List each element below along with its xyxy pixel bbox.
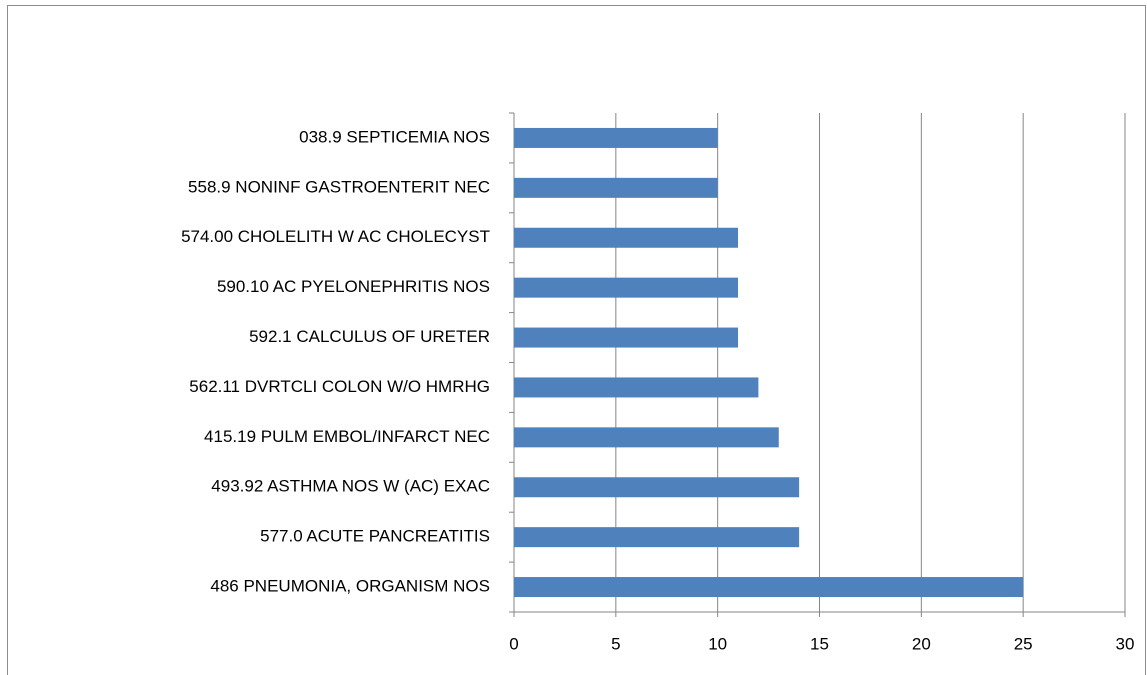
y-tick-label: 415.19 PULM EMBOL/INFARCT NEC bbox=[204, 427, 490, 446]
bar bbox=[514, 377, 759, 398]
x-tick-label: 10 bbox=[708, 634, 727, 653]
y-tick-label: 558.9 NONINF GASTROENTERIT NEC bbox=[188, 177, 490, 196]
y-tick-label: 577.0 ACUTE PANCREATITIS bbox=[260, 527, 490, 546]
x-tick-label: 20 bbox=[912, 634, 931, 653]
x-tick-label: 5 bbox=[611, 634, 620, 653]
x-tick-label: 30 bbox=[1116, 634, 1135, 653]
x-tick-label: 25 bbox=[1014, 634, 1033, 653]
x-tick-label: 0 bbox=[509, 634, 518, 653]
chart-frame bbox=[7, 5, 1146, 675]
y-tick-label: 486 PNEUMONIA, ORGANISM NOS bbox=[210, 577, 490, 596]
bar bbox=[514, 277, 739, 298]
y-tick-label: 493.92 ASTHMA NOS W (AC) EXAC bbox=[211, 477, 490, 496]
bar bbox=[514, 427, 779, 448]
x-tick-label: 15 bbox=[810, 634, 829, 653]
bar bbox=[514, 527, 800, 548]
y-tick-label: 038.9 SEPTICEMIA NOS bbox=[299, 127, 490, 146]
y-tick-label: 574.00 CHOLELITH W AC CHOLECYST bbox=[181, 227, 490, 246]
y-tick-label: 592.1 CALCULUS OF URETER bbox=[249, 327, 490, 346]
bar bbox=[514, 577, 1024, 598]
y-tick-label: 562.11 DVRTCLI COLON W/O HMRHG bbox=[189, 377, 490, 396]
bar bbox=[514, 127, 718, 148]
bar bbox=[514, 227, 739, 248]
bar bbox=[514, 177, 718, 198]
bar bbox=[514, 477, 800, 498]
y-tick-label: 590.10 AC PYELONEPHRITIS NOS bbox=[217, 277, 490, 296]
bar bbox=[514, 327, 739, 348]
